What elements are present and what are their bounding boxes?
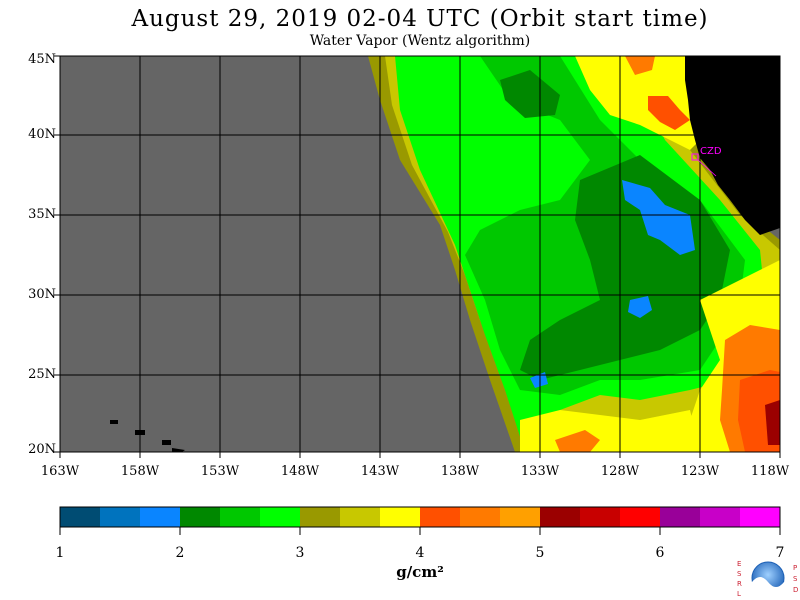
vapor-pocket-central [628,296,652,318]
colorbar-label: 7 [775,545,785,561]
colorbar-swatch [700,507,741,527]
logo-letter: R [737,580,742,588]
colorbar-label: 6 [655,545,665,561]
colorbar [60,507,781,527]
colorbar-swatch [660,507,701,527]
lat-label: 35N [28,207,56,222]
colorbar-swatch [260,507,301,527]
colorbar-label: 5 [535,545,545,561]
logo-letter: D [793,586,799,594]
lon-label: 148W [280,464,320,479]
colorbar-swatch [60,507,101,527]
station-label: CZD [700,146,722,157]
island-hawaii [172,448,185,452]
lon-label: 118W [750,464,790,479]
lat-label: 20N [28,442,56,457]
island-kauai [110,420,118,424]
vapor-pocket-south [530,372,548,388]
lat-label: 40N [28,127,56,142]
colorbar-swatch [620,507,661,527]
logo-letter: P [793,564,798,572]
colorbar-swatch [100,507,141,527]
map-border [59,55,781,453]
coastal-orange-patch [648,96,690,130]
colorbar-swatch [180,507,221,527]
southern-yellow-strip [520,410,700,452]
colorbar-swatch [420,507,461,527]
noaa-esrl-psd-logo: E S R L P S D [735,558,799,600]
lat-label: 25N [28,367,56,382]
station-marker-czd [691,153,717,177]
island-maui [162,440,171,445]
north-america-land [685,56,780,235]
coastal-orange-patch-north [625,56,655,75]
map-plot-area [60,56,780,452]
colorbar-label: 1 [55,545,65,561]
logo-letter: S [737,570,742,578]
lat-label: 45N [28,52,56,67]
map-ticks [54,55,781,458]
colorbar-swatch [580,507,621,527]
map-subtitle: Water Vapor (Wentz algorithm) [309,33,531,49]
map-title: August 29, 2019 02-04 UTC (Orbit start t… [131,6,709,32]
noaa-logo [751,561,785,595]
colorbar-swatch [740,507,781,527]
logo-letter: S [793,575,798,583]
southern-orange-strip [555,430,600,452]
colorbar-label: 3 [295,545,305,561]
colorbar-swatch [140,507,181,527]
graticule [60,56,780,452]
lon-label: 153W [200,464,240,479]
colorbar-swatch [500,507,541,527]
lon-label: 123W [680,464,720,479]
lat-label: 30N [28,287,56,302]
southern-dark-red [765,400,780,445]
colorbar-units: g/cm² [396,563,444,581]
lon-label: 158W [120,464,160,479]
colorbar-swatch [380,507,421,527]
colorbar-swatch [300,507,341,527]
logo-letter: L [737,590,741,598]
colorbar-swatch [220,507,261,527]
lon-label: 163W [40,464,80,479]
lon-label: 128W [600,464,640,479]
colorbar-swatch [540,507,581,527]
colorbar-ticks [59,527,781,535]
colorbar-label: 4 [415,545,425,561]
lon-label: 143W [360,464,400,479]
swath-green-dark-north [500,70,560,118]
colorbar-swatch [460,507,501,527]
lon-label: 138W [440,464,480,479]
colorbar-swatch [340,507,381,527]
vapor-pocket-east [622,180,695,255]
lon-label: 133W [520,464,560,479]
logo-letter: E [737,560,742,568]
colorbar-label: 2 [175,545,185,561]
